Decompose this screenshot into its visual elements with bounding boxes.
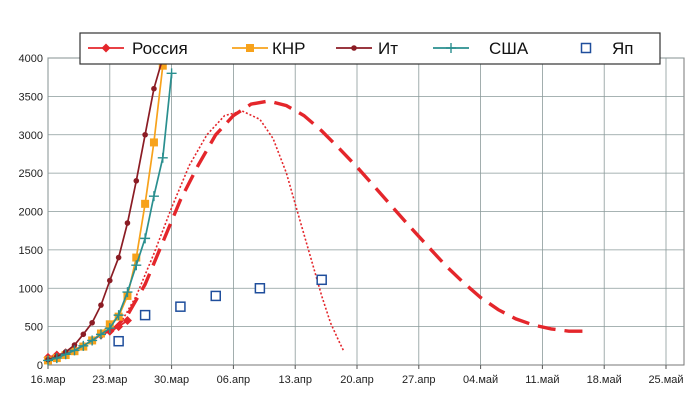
series-4	[113, 274, 327, 347]
data-point	[210, 290, 221, 302]
data-point	[122, 315, 132, 325]
legend-marker	[101, 43, 111, 53]
legend-marker	[246, 44, 254, 52]
legend-marker	[446, 43, 456, 53]
legend-entry-2: Ит	[336, 39, 398, 58]
data-point	[316, 274, 327, 286]
data-point	[104, 323, 115, 334]
x-tick-label: 30.мар	[154, 374, 189, 386]
x-tick-label: 16.мар	[30, 374, 65, 386]
data-point	[95, 329, 106, 340]
y-tick-label: 1000	[19, 283, 43, 295]
y-tick-label: 500	[25, 322, 43, 334]
series-group	[43, 58, 327, 366]
data-point	[69, 345, 80, 356]
legend-label: Ит	[378, 39, 398, 58]
data-point	[122, 287, 133, 298]
data-point	[158, 61, 167, 70]
legend-label: КНР	[272, 39, 306, 58]
y-tick-label: 2500	[19, 168, 43, 180]
data-point	[71, 342, 78, 348]
data-point	[113, 310, 124, 321]
data-point	[115, 254, 122, 261]
legend-entry-3: США	[433, 39, 529, 58]
data-point	[254, 283, 266, 294]
legend-marker	[580, 42, 592, 54]
y-tick-label: 2000	[19, 207, 43, 219]
y-tick-label: 3000	[19, 130, 43, 142]
x-tick-label: 23.мар	[92, 374, 127, 386]
legend-entry-4: Яп	[580, 39, 633, 58]
data-point	[43, 355, 53, 366]
data-point	[114, 322, 124, 332]
legend-label: США	[489, 39, 529, 58]
data-point	[131, 260, 142, 271]
y-tick-label: 1500	[19, 245, 43, 257]
data-point	[89, 319, 95, 326]
legend: Россия КНР Ит США Яп	[79, 32, 661, 65]
x-tick-label: 04.май	[463, 374, 498, 386]
data-point	[148, 191, 159, 202]
data-point	[98, 302, 104, 308]
data-point	[139, 309, 151, 321]
y-tick-label: 3500	[19, 91, 43, 103]
data-point	[132, 253, 141, 262]
fit-curve-dashed	[108, 99, 587, 335]
legend-label: Россия	[132, 39, 188, 58]
y-tick-label: 0	[37, 360, 43, 372]
x-tick-label: 18.май	[587, 374, 622, 386]
data-point	[133, 178, 140, 184]
y-tick-labels: 0 500 1000 1500 2000 2500 3000 3500 4000	[19, 53, 43, 372]
data-point	[166, 68, 177, 79]
data-point	[157, 152, 168, 163]
data-point	[149, 138, 158, 147]
legend-label: Яп	[612, 39, 633, 58]
fit-curves	[108, 99, 587, 352]
data-point	[142, 131, 148, 138]
legend-entry-1: КНР	[232, 39, 306, 58]
data-point	[107, 277, 113, 284]
x-tick-labels: 16.мар 23.мар 30.мар 06.апр 13.апр 20.апр 27.а…	[30, 374, 683, 386]
data-point	[151, 85, 157, 92]
series-3	[43, 68, 177, 366]
x-tick-label: 13.апр	[278, 374, 311, 386]
x-tick-label: 25.май	[648, 374, 683, 386]
data-point	[80, 331, 87, 338]
data-point	[60, 349, 71, 360]
data-point	[175, 301, 186, 312]
data-point	[140, 233, 151, 244]
x-tick-label: 27.апр	[402, 374, 435, 386]
data-point	[87, 335, 98, 346]
legend-marker	[351, 45, 357, 51]
data-point	[124, 220, 131, 226]
x-tick-label: 20.апр	[340, 374, 373, 386]
fit-curve-dotted	[117, 110, 345, 352]
x-tick-label: 11.май	[525, 374, 559, 386]
legend-entry-0: Россия	[88, 39, 188, 58]
grid	[47, 57, 684, 369]
data-point	[113, 335, 124, 347]
data-point	[78, 340, 89, 351]
y-tick-label: 4000	[19, 53, 43, 65]
x-tick-label: 06.апр	[217, 374, 250, 386]
data-point	[51, 353, 62, 364]
data-point	[141, 199, 150, 208]
series-2	[45, 58, 166, 363]
